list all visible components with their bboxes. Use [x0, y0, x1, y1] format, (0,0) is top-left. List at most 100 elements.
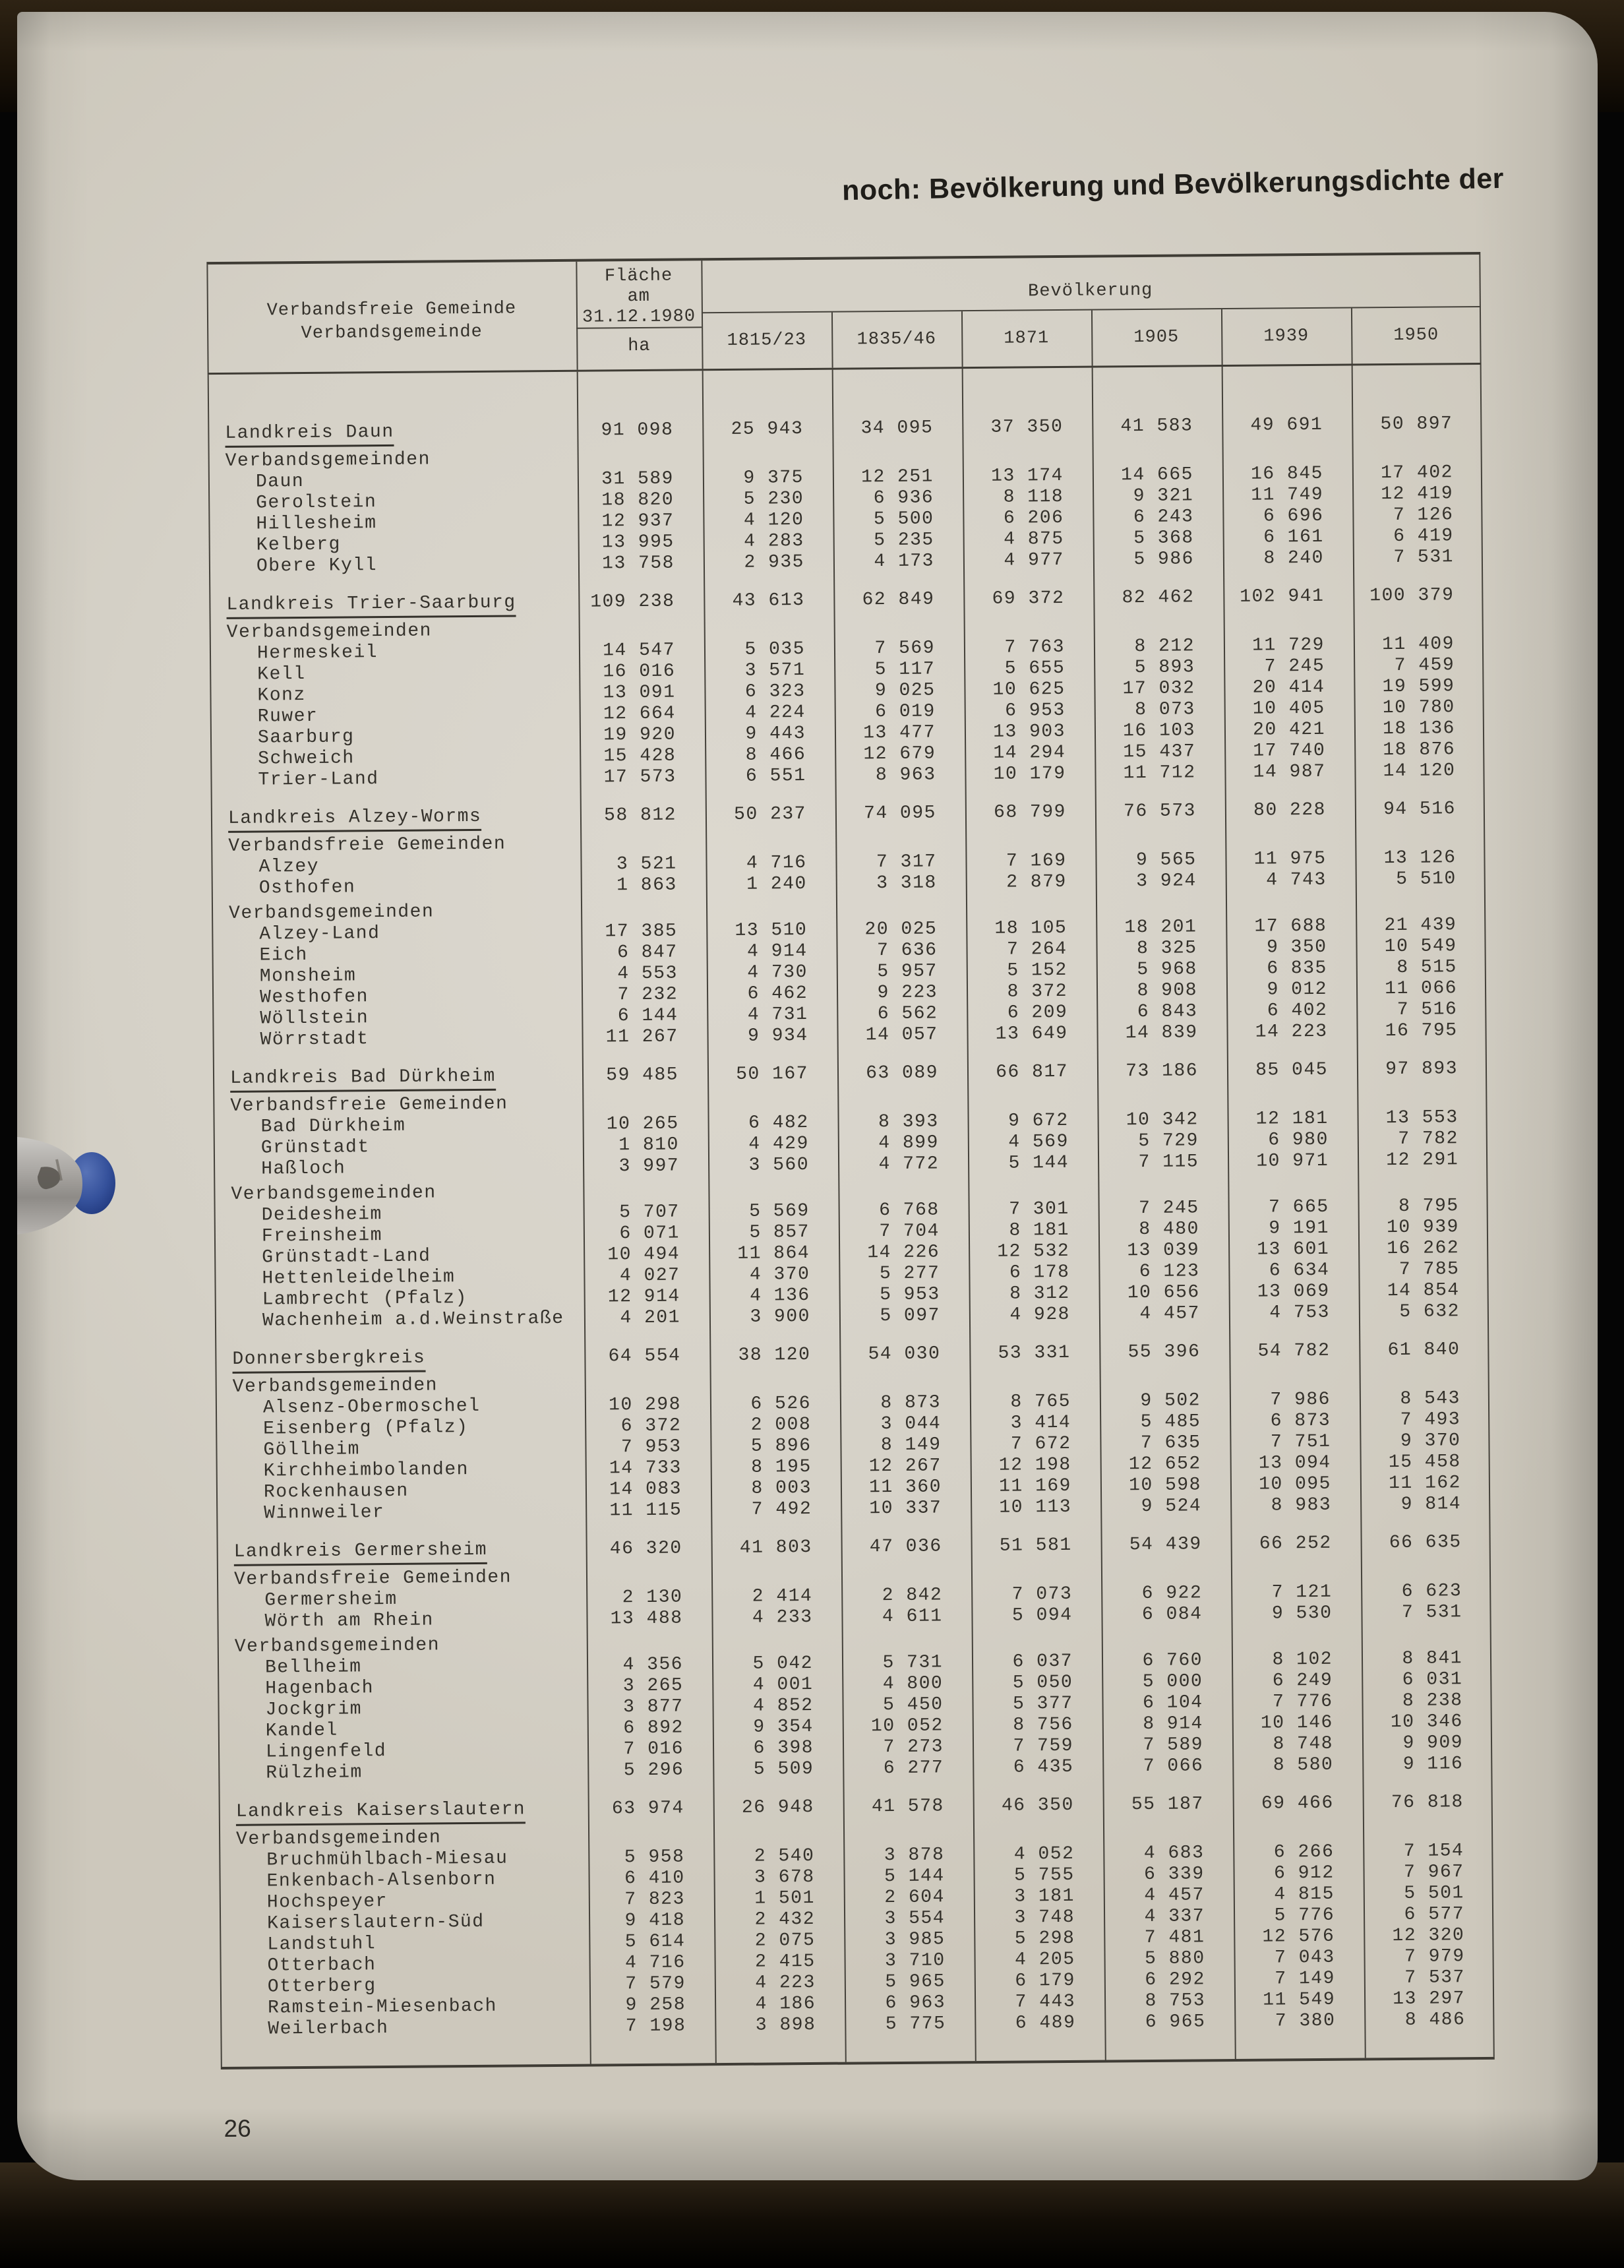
cell-population: 6 179 — [1015, 1970, 1075, 1992]
cell-population: 6 623 — [1401, 1581, 1462, 1602]
cell-population: 4 899 — [878, 1132, 939, 1154]
cell-population: 9 672 — [1007, 1110, 1069, 1132]
cell-population: 7 273 — [883, 1736, 944, 1758]
cell-population: 5 485 — [1140, 1411, 1201, 1433]
cell-population: 19 599 — [1382, 676, 1455, 698]
cell-population — [704, 628, 834, 630]
cell-population: 38 120 — [738, 1344, 811, 1366]
cell-population: 4 337 — [1144, 1906, 1205, 1928]
cell-area-ha: 5 707 — [619, 1202, 680, 1223]
cell-population: 3 924 — [1136, 871, 1197, 892]
cell-area-ha: 3 997 — [618, 1155, 680, 1177]
cell-population: 14 294 — [993, 742, 1066, 764]
cell-population: 5 880 — [1144, 1948, 1205, 1970]
cell-area-ha: 91 098 — [601, 419, 674, 441]
cell-population: 13 069 — [1257, 1281, 1330, 1303]
cell-population: 6 019 — [875, 701, 936, 723]
page-content: Verbandsfreie Gemeinde Verbandsgemeinde … — [9, 6, 1607, 2187]
cell-population: 1 501 — [754, 1887, 815, 1909]
cell-population — [966, 907, 1096, 909]
cell-area-ha: 64 554 — [608, 1345, 681, 1367]
cell-population: 11 409 — [1381, 634, 1455, 656]
cell-population: 8 102 — [1272, 1649, 1333, 1670]
row-name: Enkenbach-Alsenborn — [266, 1869, 496, 1892]
cell-population — [1103, 1832, 1233, 1833]
cell-population: 5 230 — [743, 489, 804, 510]
cell-population: 7 635 — [1140, 1432, 1201, 1454]
cell-population: 12 679 — [863, 743, 936, 765]
cell-population: 8 753 — [1145, 1990, 1206, 2012]
cell-population: 12 181 — [1255, 1108, 1329, 1130]
cell-area-ha: 14 547 — [603, 640, 676, 661]
cell-population: 13 649 — [995, 1023, 1068, 1045]
cell-population: 5 117 — [874, 659, 936, 681]
row-name: Ramstein-Miesenbach — [268, 1996, 498, 2019]
cell-population — [710, 1383, 840, 1384]
row-name: Haßloch — [261, 1158, 346, 1180]
cell-population: 5 450 — [882, 1694, 944, 1716]
cell-population: 3 748 — [1014, 1907, 1075, 1928]
row-name: Hagenbach — [265, 1678, 375, 1700]
cell-population: 18 201 — [1124, 917, 1197, 938]
cell-population: 8 486 — [1404, 2009, 1466, 2031]
cell-population: 6 696 — [1263, 505, 1324, 527]
cell-population: 47 036 — [869, 1536, 942, 1558]
cell-population: 41 578 — [871, 1796, 944, 1818]
cell-population — [708, 1190, 838, 1192]
cell-population: 10 179 — [993, 763, 1066, 785]
cell-population: 4 683 — [1143, 1843, 1205, 1864]
cell-population: 10 095 — [1258, 1473, 1332, 1495]
cell-population: 5 500 — [873, 508, 934, 530]
cell-population — [970, 1381, 1100, 1382]
cell-area-ha: 12 914 — [607, 1286, 680, 1308]
cell-population: 53 331 — [998, 1342, 1071, 1364]
row-name: Donnersbergkreis — [215, 1347, 584, 1374]
row-name: Rülzheim — [266, 1762, 363, 1784]
cell-population — [1228, 1186, 1358, 1187]
cell-population: 7 782 — [1398, 1128, 1459, 1149]
cell-population: 8 543 — [1400, 1388, 1461, 1409]
cell-population: 85 045 — [1255, 1059, 1329, 1081]
cell-area-ha: 58 812 — [603, 805, 677, 826]
cell-population: 5 632 — [1399, 1301, 1460, 1322]
row-name: Verbandsfreie Gemeinden — [230, 1093, 508, 1117]
cell-population: 17 032 — [1122, 678, 1195, 700]
row-name: Otterbach — [267, 1955, 376, 1977]
cell-area-ha: 11 267 — [605, 1026, 678, 1048]
row-name: Saarburg — [257, 727, 355, 749]
cell-population — [1226, 905, 1356, 906]
cell-area-ha: 3 877 — [622, 1696, 684, 1718]
cell-area-ha: 7 579 — [625, 1973, 686, 1995]
cell-population: 7 317 — [876, 851, 937, 873]
cell-population: 7 967 — [1403, 1862, 1464, 1883]
cell-population: 3 985 — [884, 1929, 946, 1951]
cell-population — [1230, 1378, 1360, 1380]
cell-population: 5 510 — [1396, 869, 1457, 890]
cell-population: 8 118 — [1003, 486, 1064, 508]
cell-population: 5 896 — [750, 1435, 812, 1457]
cell-population: 6 084 — [1141, 1604, 1203, 1626]
cell-population: 11 749 — [1251, 484, 1324, 506]
row-name: Westhofen — [259, 987, 369, 1008]
cell-population: 5 000 — [1142, 1671, 1203, 1693]
cell-population: 6 339 — [1143, 1864, 1205, 1885]
cell-population: 7 301 — [1009, 1198, 1069, 1220]
cell-population: 97 893 — [1385, 1058, 1459, 1080]
cell-area-ha: 109 238 — [590, 591, 675, 613]
cell-area-ha: 17 573 — [603, 766, 677, 788]
cell-population — [703, 457, 833, 458]
cell-population: 4 457 — [1139, 1303, 1201, 1325]
cell-population: 50 897 — [1380, 414, 1453, 435]
cell-population: 55 396 — [1128, 1341, 1201, 1363]
cell-population: 7 043 — [1274, 1947, 1335, 1969]
cell-population: 6 489 — [1015, 2012, 1076, 2034]
cell-area-ha: 12 664 — [603, 703, 676, 725]
cell-population: 6 266 — [1273, 1841, 1335, 1863]
cell-population — [972, 1641, 1102, 1642]
cell-population: 4 569 — [1008, 1131, 1069, 1153]
cell-population: 4 052 — [1013, 1843, 1075, 1865]
cell-area-ha: 4 027 — [619, 1265, 680, 1287]
cell-area-ha: 17 385 — [605, 921, 678, 942]
cell-population: 5 986 — [1133, 549, 1195, 570]
